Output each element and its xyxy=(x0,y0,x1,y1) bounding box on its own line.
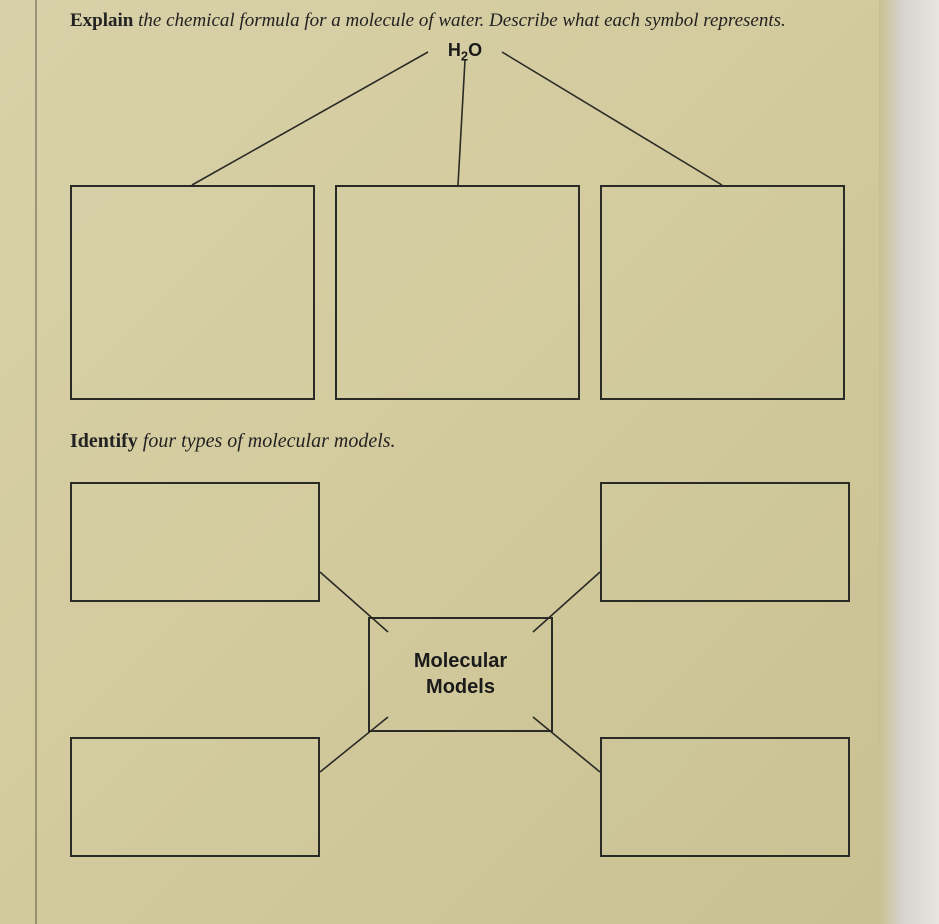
q1-answer-box-3[interactable] xyxy=(600,185,845,400)
question2-prompt: Identify four types of molecular models. xyxy=(70,428,870,454)
q2-answer-box-4[interactable] xyxy=(600,737,850,857)
question2-diagram: Molecular Models xyxy=(70,462,860,882)
molecular-models-center-box: Molecular Models xyxy=(368,617,553,732)
q2-answer-box-1[interactable] xyxy=(70,482,320,602)
question2-body: four types of molecular models. xyxy=(138,430,396,452)
center-box-line1: Molecular xyxy=(414,648,507,674)
formula-H: H xyxy=(448,40,461,60)
question2-lead: Identify xyxy=(70,430,138,452)
question1-diagram: H2O xyxy=(70,40,860,410)
center-box-line2: Models xyxy=(426,674,495,700)
question1-lead: Explain xyxy=(70,10,133,31)
q1-answer-box-2[interactable] xyxy=(335,185,580,400)
question1-prompt: Explain the chemical formula for a molec… xyxy=(70,8,870,34)
q1-answer-box-1[interactable] xyxy=(70,185,315,400)
worksheet-content: Explain the chemical formula for a molec… xyxy=(70,8,870,882)
formula-h2o-label: H2O xyxy=(448,40,482,64)
formula-O: O xyxy=(468,40,482,60)
page-right-edge xyxy=(879,0,939,924)
left-margin-rule xyxy=(35,0,37,924)
question1-body: the chemical formula for a molecule of w… xyxy=(133,10,785,31)
q2-answer-box-3[interactable] xyxy=(70,737,320,857)
q2-answer-box-2[interactable] xyxy=(600,482,850,602)
